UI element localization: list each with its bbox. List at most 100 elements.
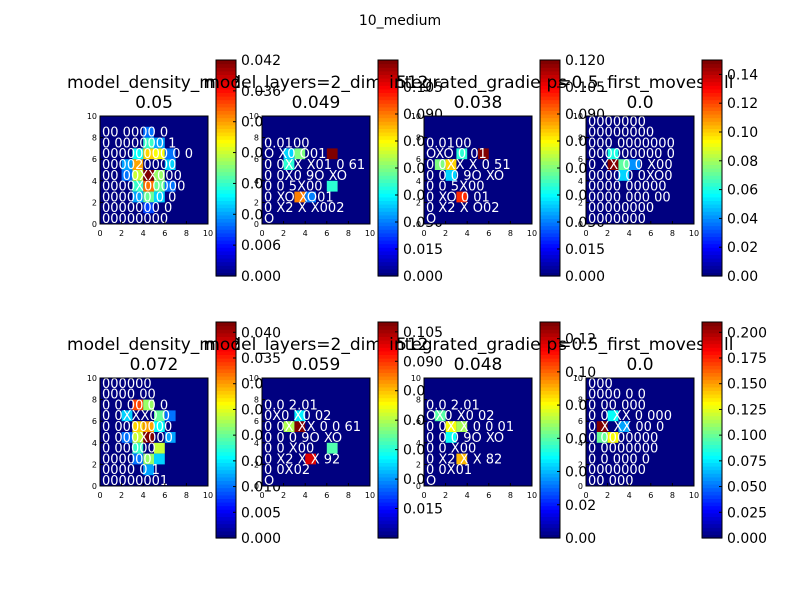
colorbar-segment (216, 164, 236, 169)
x-tick-label: 2 (443, 491, 448, 500)
board-row-text: 0 0X XX 0 0 61 (264, 420, 361, 435)
colorbar-segment (702, 70, 722, 75)
heatmap-cell (121, 410, 133, 422)
colorbar-tick-label: 0.125 (727, 402, 767, 418)
y-tick-label: 8 (578, 134, 583, 143)
colorbar-segment (216, 85, 236, 90)
y-tick-label: 6 (92, 155, 97, 164)
colorbar-segment (378, 480, 398, 485)
board-row-text: 0 XO XO01 (264, 190, 334, 205)
board-row-text: 0 0 00 0 0 (102, 398, 168, 413)
colorbar-segment (540, 365, 560, 370)
board-row-text: O (264, 474, 274, 489)
heatmap-cell (294, 148, 306, 160)
colorbar-segment (702, 132, 722, 137)
colorbar-segment (702, 448, 722, 453)
x-tick-label: 6 (486, 229, 491, 238)
colorbar-segment (540, 448, 560, 453)
colorbar-segment (378, 494, 398, 499)
colorbar-segment (702, 422, 722, 427)
colorbar-segment (216, 462, 236, 467)
colorbar-segment (216, 96, 236, 101)
colorbar-segment (540, 247, 560, 252)
board-row-text: 0 X2 X X002 (264, 201, 344, 216)
colorbar-tick-label: 0.00 (727, 269, 758, 285)
board-row-text: 0.0100 (264, 136, 310, 151)
heatmap-cell (294, 410, 306, 422)
colorbar-segment (378, 218, 398, 223)
colorbar-segment (702, 498, 722, 503)
colorbar-segment (216, 487, 236, 492)
colorbar-segment (216, 88, 236, 93)
heatmap-cell (618, 159, 630, 170)
colorbar-segment (216, 505, 236, 510)
colorbar-segment (216, 146, 236, 151)
colorbar-segment (378, 458, 398, 463)
colorbar-segment (378, 204, 398, 209)
colorbar-frame (377, 321, 399, 539)
colorbar-segment (540, 484, 560, 489)
colorbar-segment (540, 240, 560, 245)
colorbar-segment (378, 110, 398, 115)
heatmap-cell (294, 421, 306, 432)
colorbar-segment (702, 527, 722, 532)
colorbar-segment (702, 332, 722, 337)
figure-suptitle: 10_medium (359, 13, 441, 29)
colorbar-segment (702, 261, 722, 266)
colorbar-segment (540, 361, 560, 366)
colorbar-frame (701, 59, 723, 277)
colorbar-segment (378, 268, 398, 273)
board-row-text: 000000 (102, 377, 152, 392)
y-tick-label: 2 (416, 198, 421, 207)
colorbar-tick-label: 0.025 (727, 505, 767, 521)
colorbar-segment (702, 175, 722, 180)
panel-title: integrated_gradients (389, 335, 567, 355)
panel-title: integrated_gradients (389, 73, 567, 93)
heatmap-panel-8: 0000000 0 00 00 0000 0 XX 0 0000 X XX 00… (547, 321, 767, 547)
y-tick-label: 6 (92, 417, 97, 426)
colorbar-segment (702, 523, 722, 528)
colorbar-segment (540, 135, 560, 140)
y-tick-label: 2 (578, 460, 583, 469)
colorbar-segment (702, 225, 722, 230)
heatmap-cell (154, 410, 165, 422)
colorbar-segment (540, 128, 560, 133)
x-tick-label: 6 (648, 229, 653, 238)
colorbar-segment (702, 178, 722, 183)
colorbar-segment (702, 455, 722, 460)
heatmap-cell (154, 191, 165, 203)
axes-frame (585, 377, 695, 487)
heatmap-cell (154, 421, 165, 432)
colorbar-segment (216, 132, 236, 137)
y-tick-label: 6 (254, 417, 259, 426)
board-row-text: 000020000 (102, 158, 176, 173)
panel-score: 0.049 (292, 93, 341, 113)
heatmap-cell (143, 148, 154, 160)
y-tick-label: 8 (92, 134, 97, 143)
colorbar-segment (216, 458, 236, 463)
colorbar-segment (378, 361, 398, 366)
x-tick-label: 8 (670, 491, 675, 500)
colorbar-segment (378, 336, 398, 341)
colorbar-segment (540, 322, 560, 327)
colorbar-tick-label: 0.015 (565, 242, 605, 258)
colorbar-segment (540, 78, 560, 83)
y-tick-label: 6 (416, 155, 421, 164)
colorbar-segment (702, 240, 722, 245)
x-tick-label: 10 (689, 229, 699, 238)
colorbar-segment (540, 451, 560, 456)
x-tick-label: 0 (583, 229, 588, 238)
colorbar-segment (540, 534, 560, 539)
board-row-text: 0 0 5X00 (426, 180, 485, 195)
colorbar-segment (540, 505, 560, 510)
colorbar-segment (540, 343, 560, 348)
heatmap-cell (154, 180, 165, 192)
colorbar-segment (378, 509, 398, 514)
colorbar-segment (702, 487, 722, 492)
x-tick-label: 2 (443, 229, 448, 238)
colorbar-segment (540, 397, 560, 402)
board-row-text: 0 00000 (102, 442, 156, 457)
colorbar-tick-label: 0.12 (565, 332, 596, 348)
colorbar-segment (378, 487, 398, 492)
colorbar-segment (702, 505, 722, 510)
